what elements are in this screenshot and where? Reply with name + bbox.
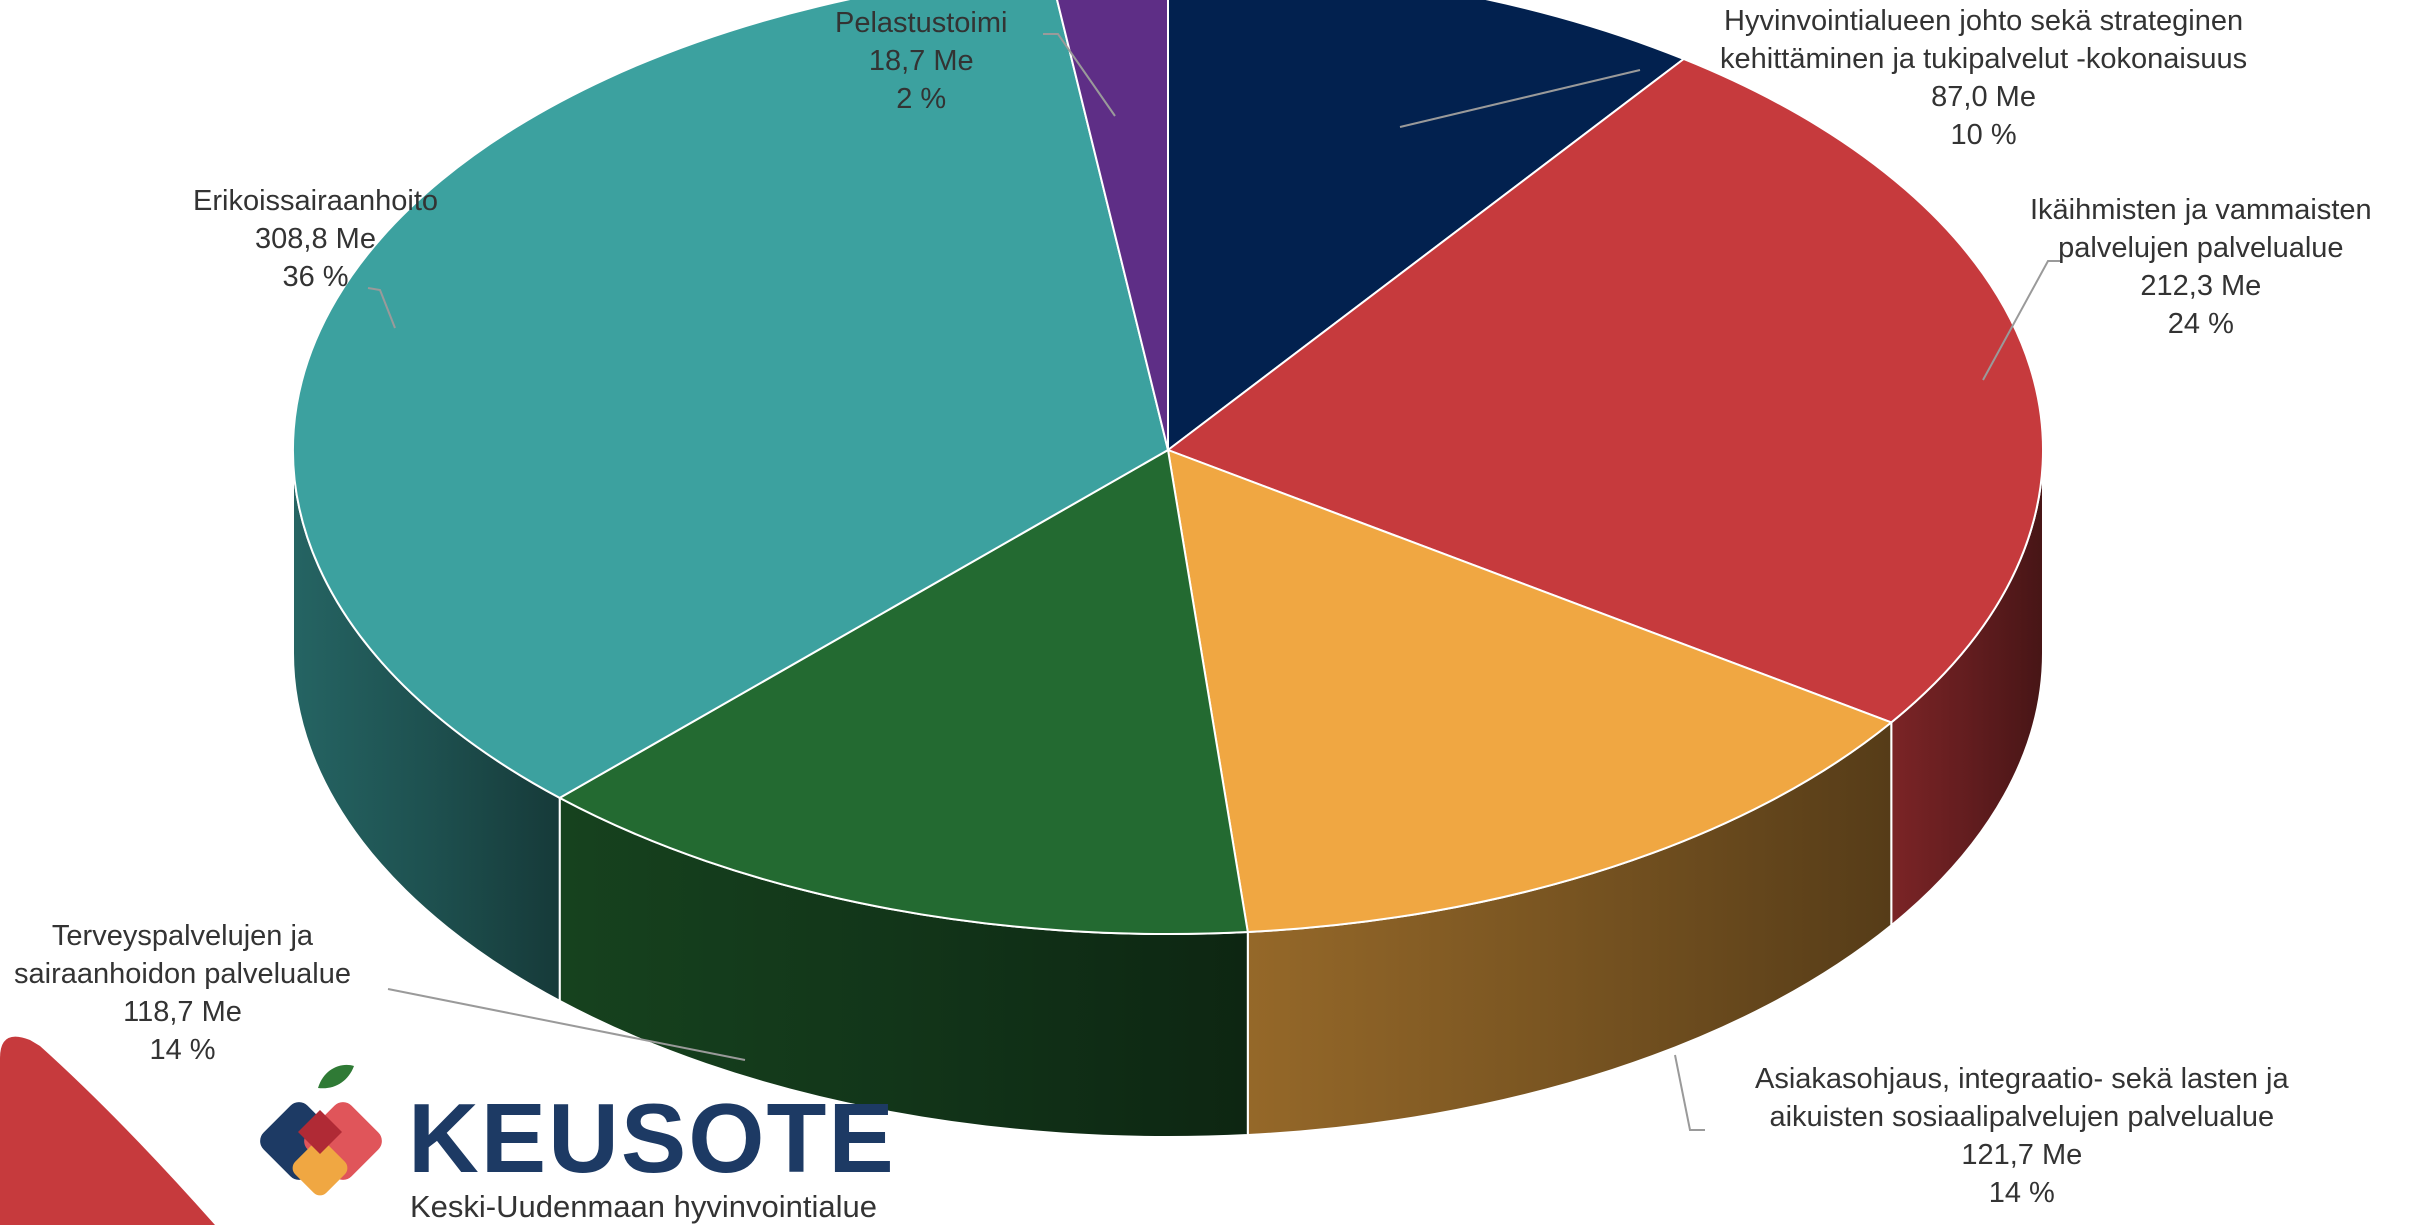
slice-label: Asiakasohjaus, integraatio- sekä lasten …: [1755, 1063, 2289, 1209]
pie-slice: [1056, 0, 1169, 451]
pie-slice: [1165, 57, 2044, 724]
slice-label: Ikäihmisten ja vammaisten palvelujen pal…: [2030, 194, 2372, 340]
pie-slice: [1166, 448, 1894, 934]
brand-name: KEUSOTE: [408, 1083, 896, 1193]
slice-label: Pelastustoimi 18,7 Me 2 %: [835, 7, 1008, 115]
brand-subtitle: Keski-Uudenmaan hyvinvointialue: [410, 1189, 877, 1224]
pie-tops: [291, 0, 2044, 935]
leader-line: [1982, 260, 2060, 381]
corner-decoration: [0, 1036, 215, 1225]
keusote-logo-mark: [260, 1064, 382, 1196]
leader-line: [367, 287, 396, 329]
slice-label: Hyvinvointialueen johto sekä strateginen…: [1720, 5, 2248, 151]
slice-label: Terveyspalvelujen ja sairaanhoidon palve…: [14, 920, 351, 1066]
pie-slice: [557, 448, 1249, 935]
leader-line: [1043, 33, 1116, 117]
pie-slice: [291, 0, 1170, 800]
leader-line: [1399, 69, 1641, 128]
pie-slice: [1167, 0, 1686, 453]
leader-line: [1674, 1054, 1705, 1131]
slice-label: Erikoissairaanhoito 308,8 Me 36 %: [193, 185, 439, 293]
leader-line: [387, 988, 746, 1061]
leader-lines: [367, 33, 2060, 1131]
